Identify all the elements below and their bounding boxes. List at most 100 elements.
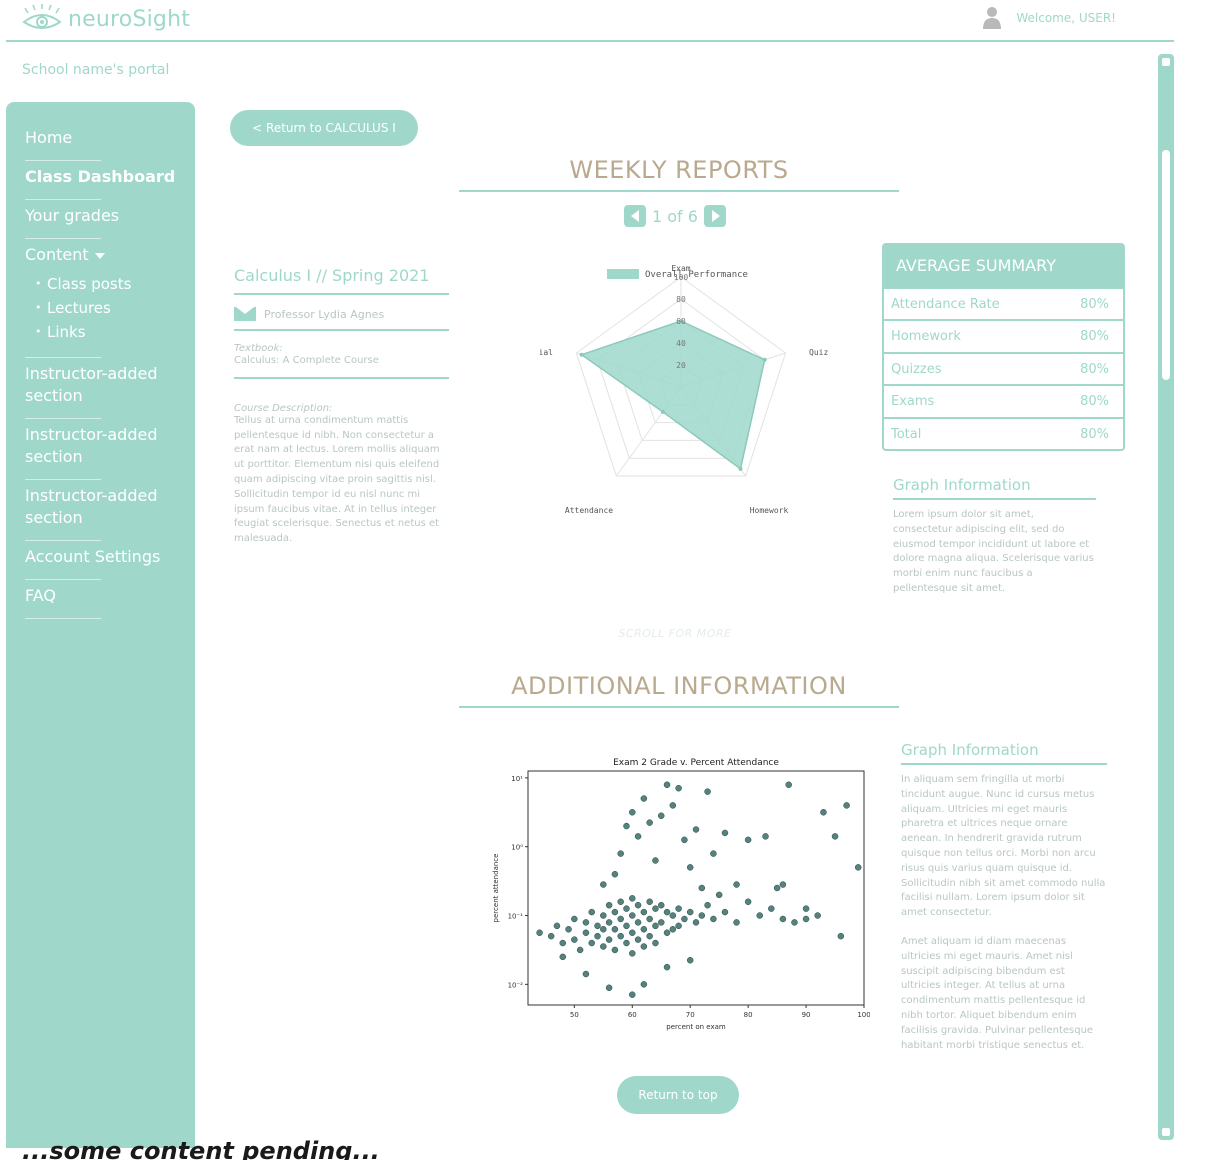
next-report-button[interactable] xyxy=(703,205,726,227)
scatter-point xyxy=(657,919,665,926)
page-caption: ...some content pending... xyxy=(22,1137,380,1160)
scatter-point xyxy=(663,963,671,971)
scatter-point xyxy=(657,901,665,909)
logo[interactable]: neuroSight xyxy=(20,4,190,34)
summary-value: 80% xyxy=(1080,329,1109,345)
scatter-point xyxy=(594,922,601,930)
weekly-reports-title: WEEKLY REPORTS xyxy=(569,156,789,184)
radar-axis-label: Exam xyxy=(671,264,690,273)
sidebar-item-instructor-section-1[interactable]: Instructor-added section xyxy=(25,358,190,419)
scrollbar-thumb[interactable] xyxy=(1162,150,1170,380)
scatter-point xyxy=(623,905,630,912)
sidebar-item-your-grades[interactable]: Your grades xyxy=(25,200,190,239)
scatter-point xyxy=(692,826,700,833)
radar-tick-label: 20 xyxy=(676,361,686,370)
summary-row: Homework 80% xyxy=(884,319,1123,351)
scatter-point xyxy=(640,943,648,950)
sidebar-item-content[interactable]: Content xyxy=(25,239,190,270)
page-scrollbar[interactable] xyxy=(1158,54,1174,1140)
scatter-point xyxy=(600,881,607,888)
summary-value: 80% xyxy=(1080,426,1109,442)
radar-axis-label: Homework xyxy=(750,506,789,515)
y-tick-label: 10⁻² xyxy=(508,981,524,989)
scatter-point xyxy=(675,784,682,792)
scatter-point xyxy=(698,884,706,892)
scatter-point xyxy=(814,912,821,919)
sidebar-subitem-class-posts[interactable]: Class posts xyxy=(25,272,190,296)
return-to-top-button[interactable]: Return to top xyxy=(617,1076,739,1114)
scatter-point xyxy=(779,881,787,888)
scatter-point xyxy=(646,819,653,826)
scatter-point xyxy=(634,936,642,943)
scatter-point xyxy=(611,870,619,878)
sidebar-item-faq[interactable]: FAQ xyxy=(25,580,190,619)
professor-row[interactable]: Professor Lydia Agnes xyxy=(234,295,449,331)
scatter-point xyxy=(617,932,624,940)
scatter-point xyxy=(675,922,682,930)
radar-grid-ring xyxy=(575,276,787,477)
radar-data-point xyxy=(679,319,683,323)
scatter-point xyxy=(605,936,613,943)
average-summary-table: AVERAGE SUMMARY Attendance Rate 80% Homew… xyxy=(882,243,1125,451)
scatter-point xyxy=(617,850,624,857)
scatter-point xyxy=(704,788,711,795)
scatter-point xyxy=(582,929,590,936)
x-tick-label: 90 xyxy=(802,1011,811,1019)
summary-row: Quizzes 80% xyxy=(884,351,1123,384)
description-label: Course Description: xyxy=(234,402,333,414)
scroll-for-more-hint: SCROLL FOR MORE xyxy=(618,627,732,640)
scatter-point xyxy=(553,922,561,930)
scatter-point xyxy=(634,833,642,840)
scatter-point xyxy=(629,950,636,957)
y-tick-label: 10¹ xyxy=(511,775,523,783)
scatter-point xyxy=(669,912,677,919)
sidebar-item-account-settings[interactable]: Account Settings xyxy=(25,541,190,580)
scatter-point xyxy=(640,795,648,802)
scatter-point xyxy=(744,836,752,844)
sidebar-subitem-links[interactable]: Links xyxy=(25,320,190,344)
sidebar-item-instructor-section-3[interactable]: Instructor-added section xyxy=(25,480,190,541)
scroll-down-arrow[interactable] xyxy=(1162,1128,1170,1136)
x-tick-label: 80 xyxy=(744,1011,753,1019)
mail-icon xyxy=(234,307,256,321)
prev-report-button[interactable] xyxy=(624,205,646,227)
scatter-point xyxy=(831,833,839,840)
sidebar-item-class-dashboard[interactable]: Class Dashboard xyxy=(25,161,190,200)
scatter-point xyxy=(629,929,636,936)
summary-label: Exams xyxy=(891,394,935,410)
radar-axis-label: Quiz xyxy=(809,348,828,357)
scatter-point xyxy=(559,953,567,961)
scatter-point xyxy=(646,898,653,906)
user-menu[interactable]: Welcome, USER! xyxy=(982,6,1116,30)
summary-label: Attendance Rate xyxy=(891,297,1000,312)
scatter-point xyxy=(779,915,787,923)
scatter-point xyxy=(646,932,653,940)
x-tick-label: 50 xyxy=(570,1011,579,1019)
radar-data-area xyxy=(579,320,766,471)
scatter-point xyxy=(686,864,694,871)
summary-title: AVERAGE SUMMARY xyxy=(884,245,1123,287)
sidebar-subitem-lectures[interactable]: Lectures xyxy=(25,296,190,320)
sidebar-item-instructor-section-2[interactable]: Instructor-added section xyxy=(25,419,190,480)
scatter-point xyxy=(629,991,636,998)
scroll-up-arrow[interactable] xyxy=(1162,58,1170,66)
radar-axis-label: Social xyxy=(540,348,553,357)
scatter-point xyxy=(681,836,688,844)
app-name: neuroSight xyxy=(68,6,191,32)
scatter-point xyxy=(547,932,555,940)
scatter-point xyxy=(536,929,543,936)
attendance-scatter-chart: Exam 2 Grade v. Percent Attendance 50 60 70… xyxy=(492,758,870,1031)
radar-data-point xyxy=(738,466,743,471)
scatter-point xyxy=(623,922,630,930)
scatter-point xyxy=(733,919,740,926)
scatter-point xyxy=(594,932,601,940)
y-tick-label: 10⁰ xyxy=(511,844,523,852)
scatter-point xyxy=(565,926,572,933)
sidebar-item-home[interactable]: Home xyxy=(25,122,190,161)
graph-info-text: Lorem ipsum dolor sit amet, consectetur … xyxy=(893,509,1094,594)
scatter-point xyxy=(681,915,688,923)
return-to-course-button[interactable]: < Return to CALCULUS I xyxy=(230,110,418,146)
scatter-point xyxy=(675,905,682,912)
course-title: Calculus I // Spring 2021 xyxy=(234,266,449,295)
scatter-point xyxy=(640,908,648,916)
